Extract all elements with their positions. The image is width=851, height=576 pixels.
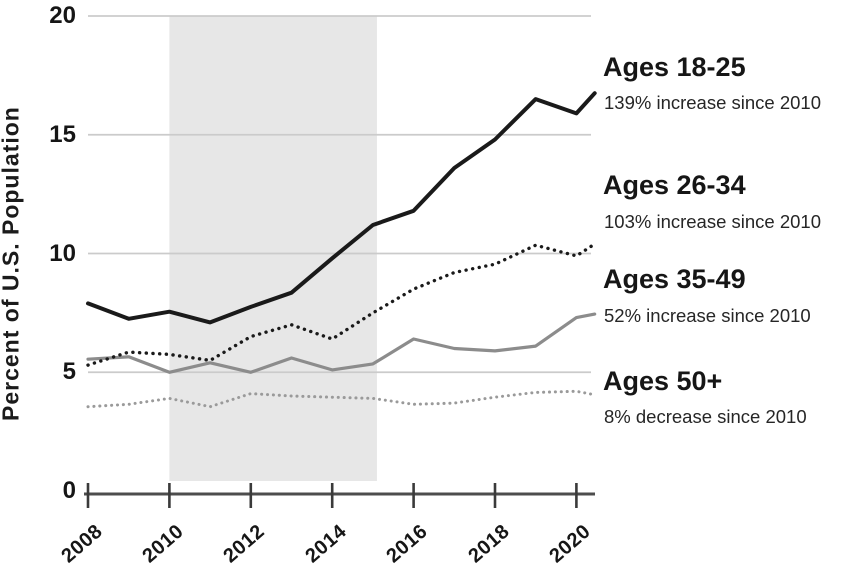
legend-annotation-ages-18-25: 139% increase since 2010: [604, 92, 822, 113]
line-ages-35-49: [86, 312, 597, 374]
legend-label-ages-50plus: Ages 50+: [603, 366, 723, 396]
y-axis-title: Percent of U.S. Population: [0, 106, 24, 422]
line-ages-26-34: [86, 242, 597, 367]
y-tick-label-10: 10: [49, 239, 76, 267]
legend-label-ages-18-25: Ages 18-25: [603, 52, 746, 82]
legend-label-ages-35-49: Ages 35-49: [603, 264, 746, 294]
y-tick-label-5: 5: [62, 358, 76, 386]
line-ages-50: [86, 389, 597, 409]
y-tick-label-15: 15: [49, 120, 76, 148]
y-tick-label-20: 20: [49, 2, 76, 29]
legend-label-ages-26-34: Ages 26-34: [603, 170, 746, 200]
legend-annotation-ages-50plus: 8% decrease since 2010: [604, 406, 807, 427]
y-tick-label-0: 0: [62, 477, 76, 504]
series-legend: Ages 18-25 139% increase since 2010 Ages…: [603, 0, 849, 576]
legend-annotation-ages-35-49: 52% increase since 2010: [604, 305, 811, 326]
legend-annotation-ages-26-34: 103% increase since 2010: [604, 211, 822, 232]
line-ages-18-25: [86, 91, 597, 325]
